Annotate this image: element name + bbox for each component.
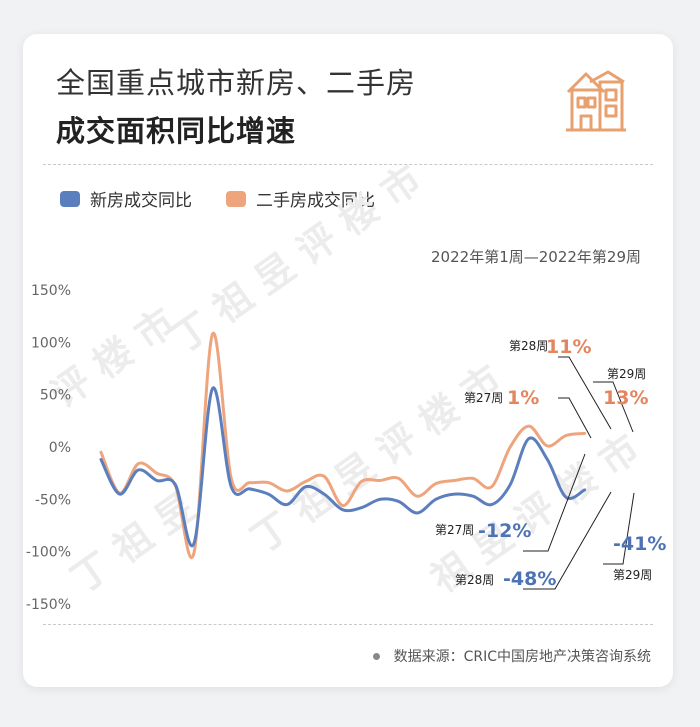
source-note: 数据来源：CRIC中国房地产决策咨询系统 <box>372 646 651 666</box>
period-label: 2022年第1周—2022年第29周 <box>431 248 641 266</box>
y-tick-label: 150% <box>31 283 71 299</box>
callout-leaders <box>523 356 635 590</box>
leader-w28-second <box>558 356 612 430</box>
callout-w29-second-week: 第29周 <box>607 367 646 381</box>
legend-item-second: 二手房成交同比 <box>226 186 375 211</box>
series-line-second-hand <box>99 331 587 559</box>
callout-w28-new-value: -48% <box>503 568 556 590</box>
svg-text:丁 祖 昱 评 楼 市: 丁 祖 昱 评 楼 市 <box>163 157 429 362</box>
legend-label-new: 新房成交同比 <box>90 191 192 211</box>
leader-w27-second <box>558 397 592 439</box>
y-tick-label: -50% <box>35 492 71 508</box>
series-line-new-home <box>99 386 587 548</box>
leader-w28-new <box>523 491 612 590</box>
leader-w29-second <box>593 381 634 433</box>
title-divider <box>43 164 653 165</box>
callout-w28-second-week: 第28周 <box>509 339 548 353</box>
legend-label-second: 二手房成交同比 <box>256 191 375 211</box>
callout-w29-new-week: 第29周 <box>613 568 652 582</box>
callout-w27-new-value: -12% <box>478 520 531 542</box>
svg-text:丁 祖 昱: 丁 祖 昱 <box>63 485 203 602</box>
bullet-dot <box>372 652 380 660</box>
legend: 新房成交同比 二手房成交同比 <box>60 186 409 211</box>
y-tick-label: -100% <box>26 545 71 561</box>
y-tick-label: 100% <box>31 335 71 351</box>
watermark: 评 楼 市 丁 祖 昱 评 楼 市 丁 祖 昱 评 楼 市 丁 祖 昱 祖 昱 … <box>43 157 647 602</box>
chart-card: 全国重点城市新房、二手房 成交面积同比增速 新房成交同比 二手房成交同比 202… <box>23 34 673 687</box>
callout-w29-second-value: 13% <box>603 387 648 409</box>
leader-w29-new <box>603 492 635 565</box>
y-tick-label: 0% <box>49 440 71 456</box>
house-icon <box>566 70 626 132</box>
legend-swatch-second <box>226 190 246 207</box>
leader-w27-new <box>523 453 586 552</box>
legend-item-new: 新房成交同比 <box>60 186 192 211</box>
source-divider <box>43 624 653 625</box>
callout-w27-second-week: 第27周 <box>464 391 503 405</box>
y-tick-label: 50% <box>40 388 71 404</box>
source-text: 数据来源：CRIC中国房地产决策咨询系统 <box>393 649 651 665</box>
y-tick-label: -150% <box>26 597 71 613</box>
plot-area: 评 楼 市 丁 祖 昱 评 楼 市 丁 祖 昱 评 楼 市 丁 祖 昱 祖 昱 … <box>26 157 666 613</box>
callout-w27-second-value: 1% <box>507 387 539 409</box>
callout-w28-new-week: 第28周 <box>455 573 494 587</box>
chart-title-line2: 成交面积同比增速 <box>56 114 297 148</box>
chart-title-line1: 全国重点城市新房、二手房 <box>56 66 417 100</box>
callout-w29-new-value: -41% <box>613 533 666 555</box>
callout-w27-new-week: 第27周 <box>435 523 474 537</box>
callout-w28-second-value: 11% <box>546 336 591 358</box>
legend-swatch-new <box>60 190 80 207</box>
